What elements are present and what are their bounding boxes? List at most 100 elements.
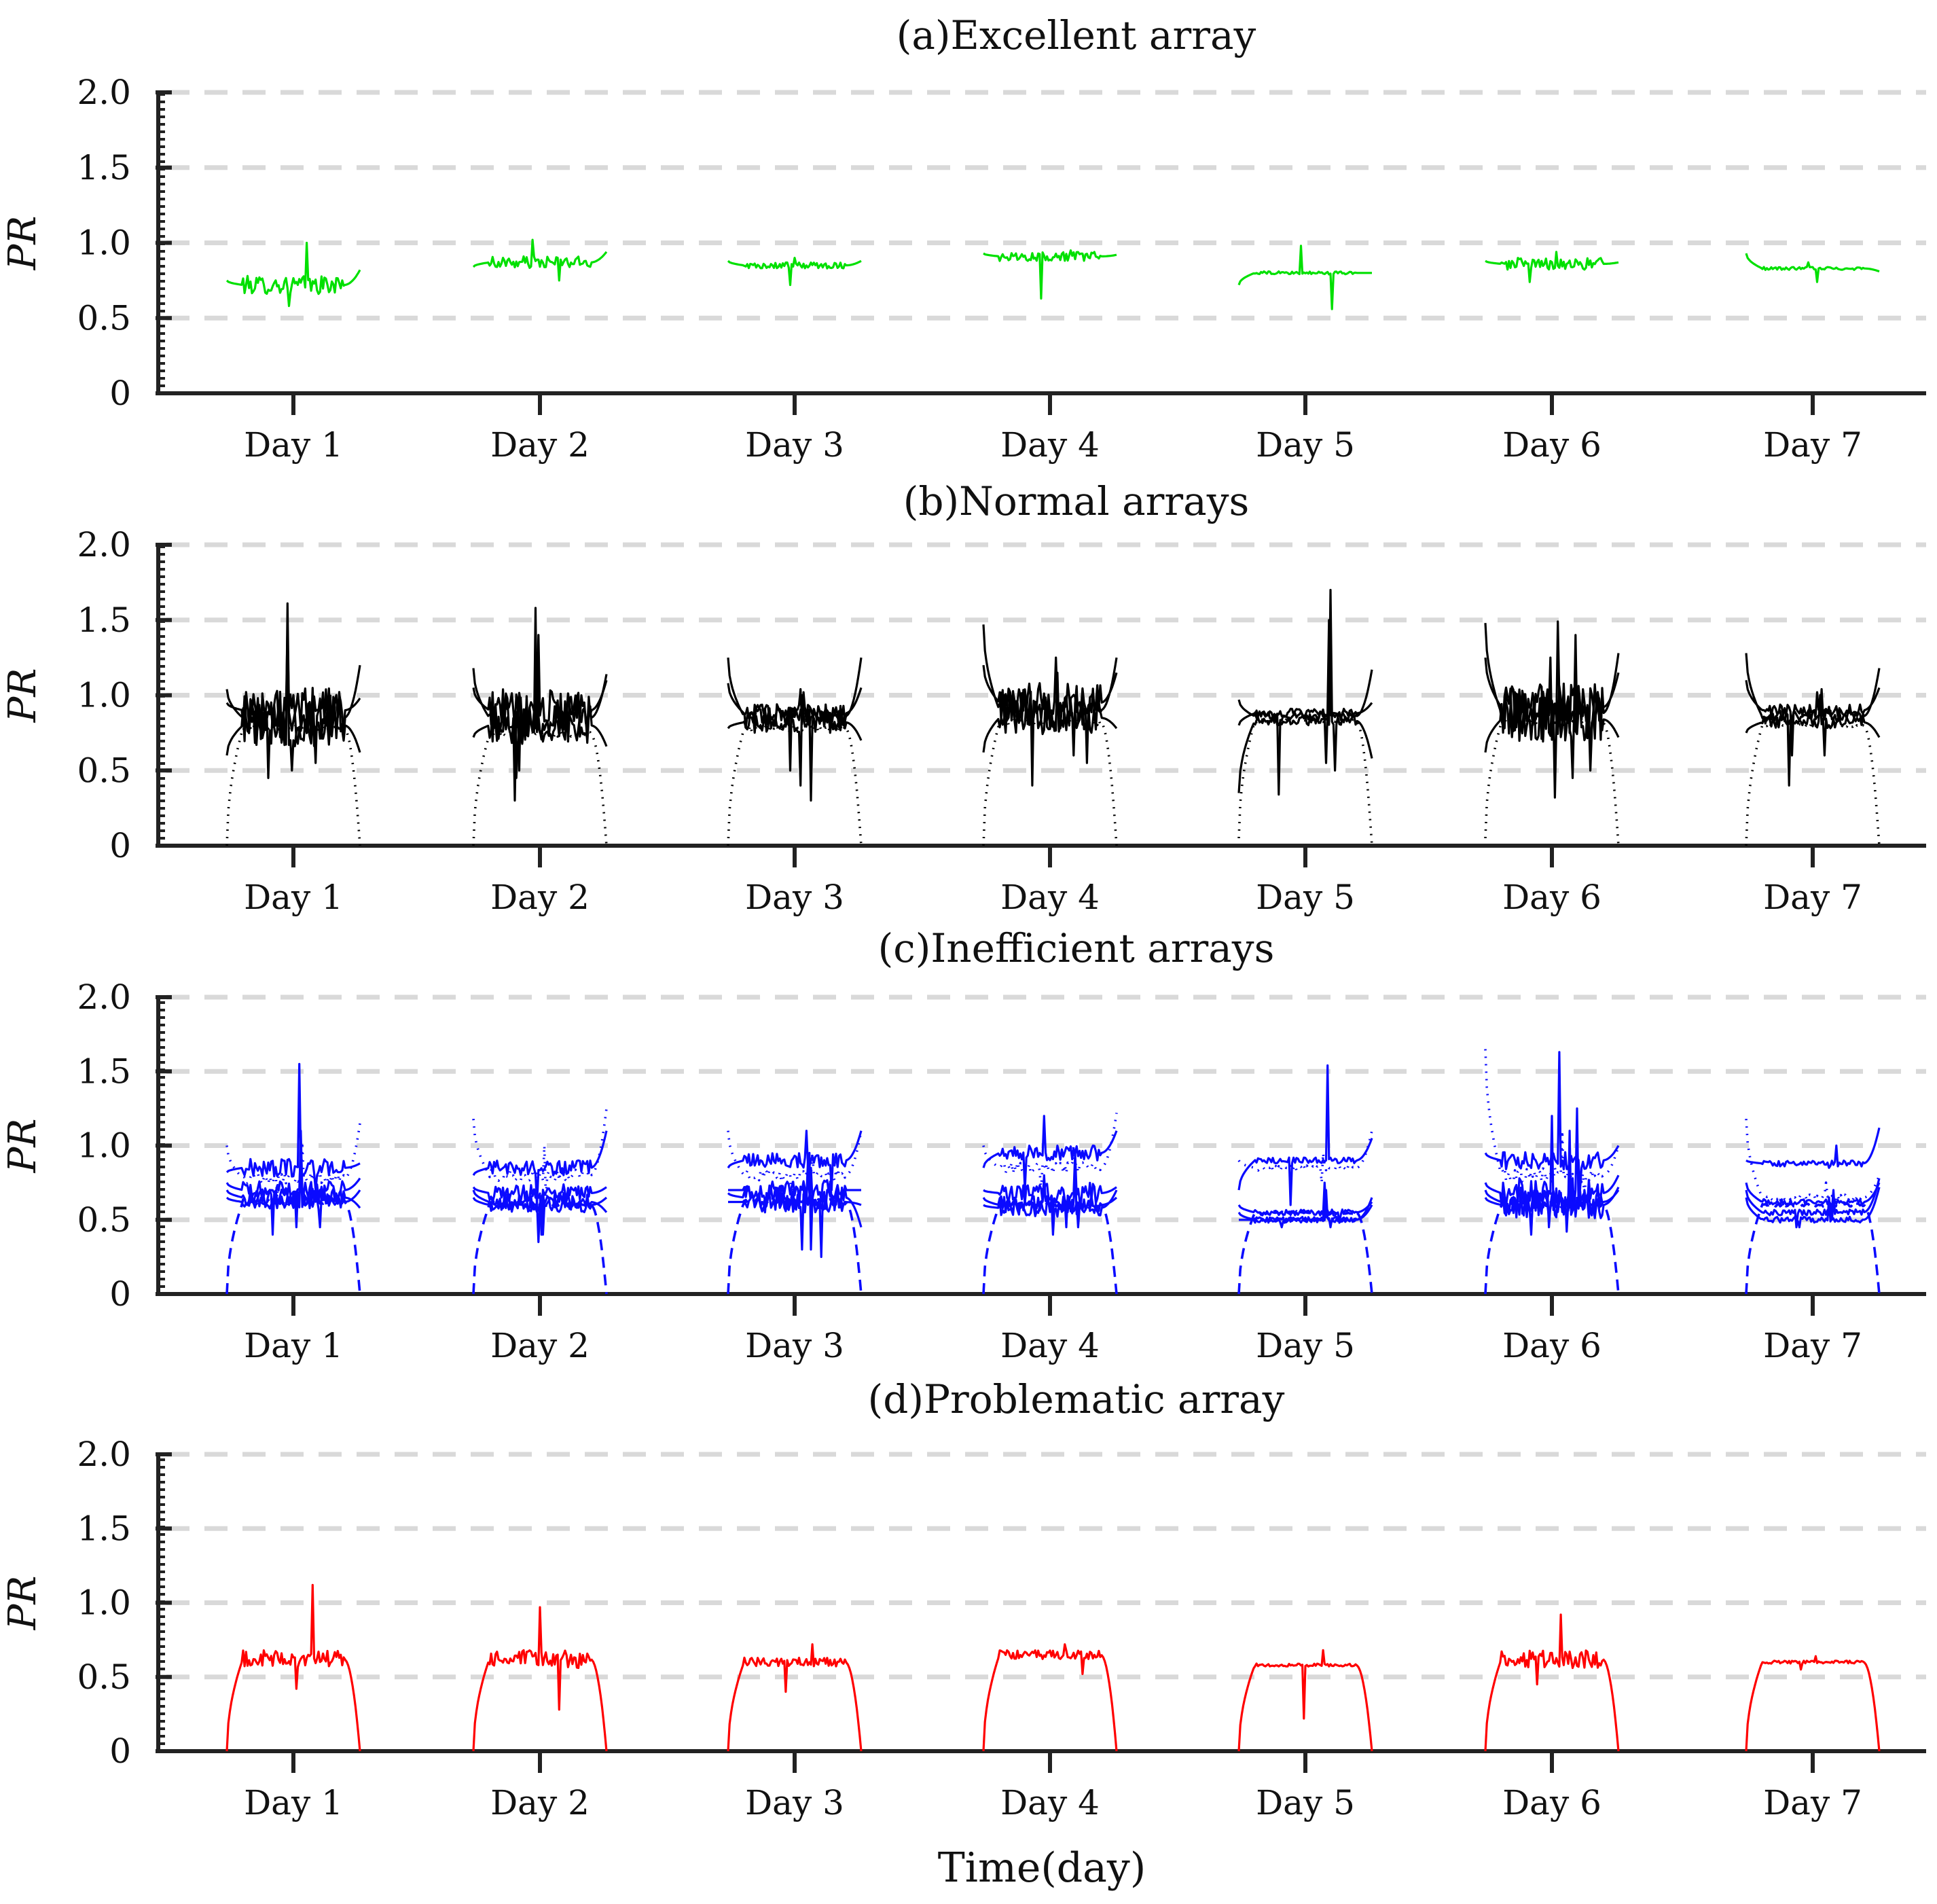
y-tick-label: 1.5 [77,600,131,640]
x-tick-label: Day 6 [1502,1783,1601,1822]
series-1-day-4 [982,1115,1118,1191]
x-axis-title: Time(day) [938,1844,1146,1892]
series-4-day-3 [727,724,863,846]
y-tick-label: 1.0 [77,1583,131,1623]
x-tick-label: Day 6 [1502,878,1601,917]
y-tick-label: 0 [109,374,131,413]
series-6-day-6 [1484,1200,1620,1295]
series-2-day-3 [727,694,863,787]
x-tick-label: Day 7 [1763,425,1862,465]
y-tick-label: 0 [109,1274,131,1314]
series-1-day-4 [983,249,1117,300]
y-tick-label: 0.5 [77,298,131,338]
series-6-day-4 [982,1200,1118,1295]
series-4-day-7 [1745,722,1881,846]
series-1-day-2 [472,238,608,282]
y-axis-label: PR [1,1576,45,1631]
panel-3: (c)Inefficient arrays 0 0.5 1.0 1.5 2.0 Day 1 D… [1,925,1926,1365]
series-1-day-6 [1484,1613,1620,1752]
series-5-day-6 [1484,1049,1620,1199]
y-tick-label: 1.5 [77,148,131,187]
series-6-day-7 [1745,1202,1881,1295]
series-4-day-2 [472,730,608,846]
x-tick-label: Day 3 [745,425,844,465]
series-4-day-5 [1237,718,1373,846]
y-tick-label: 0 [109,826,131,865]
panel-4: (d)Problematic array 0 0.5 1.0 1.5 2.0 Day 1 Da… [1,1376,1926,1822]
series-1-day-1 [225,1583,361,1752]
series-1-day-7 [1745,1127,1881,1169]
panel-title: (c)Inefficient arrays [878,925,1275,971]
x-tick-label: Day 4 [1000,425,1100,465]
x-tick-label: Day 2 [490,1326,590,1365]
series-5-day-1 [225,1123,361,1199]
x-tick-label: Day 3 [745,1783,844,1822]
series-3-day-2 [472,634,608,772]
y-tick-label: 0 [109,1731,131,1771]
x-tick-label: Day 3 [745,878,844,917]
series-1-day-3 [727,257,862,287]
y-tick-label: 2.0 [77,525,131,564]
series-2-day-5 [1237,641,1373,793]
x-tick-label: Day 4 [1000,878,1100,917]
x-tick-label: Day 1 [244,1326,343,1365]
y-tick-label: 1.0 [77,1126,131,1166]
x-tick-label: Day 2 [490,878,590,917]
series-2-day-7 [1745,694,1881,757]
series-1-day-4 [982,1643,1118,1752]
series-5-day-5 [1237,1130,1373,1184]
series-1-day-5 [1237,245,1372,310]
series-3-day-1 [225,626,361,764]
y-tick-label: 1.5 [77,1509,131,1548]
series-3-day-6 [1484,634,1620,772]
series-1-day-7 [1745,1655,1881,1752]
series-2-day-6 [1484,656,1620,779]
x-tick-label: Day 3 [745,1326,844,1365]
series-4-day-4 [982,718,1118,846]
x-tick-label: Day 7 [1763,1783,1862,1822]
series-3-day-4 [983,1151,1117,1229]
series-4-day-3 [728,1166,862,1251]
series-1-day-1 [225,1062,361,1191]
y-axis-label: PR [1,1119,45,1174]
series-1-day-3 [727,1643,863,1752]
x-tick-label: Day 1 [244,1783,343,1822]
x-tick-label: Day 5 [1256,1326,1355,1365]
x-tick-label: Day 2 [490,425,590,465]
series-2-day-1 [225,649,361,772]
series-1-day-5 [1237,1649,1373,1752]
series-1-day-3 [727,1130,863,1191]
series-3-day-2 [472,1183,607,1236]
series-2-day-1 [225,1144,361,1236]
x-tick-label: Day 4 [1000,1783,1100,1822]
panel-title: (a)Excellent array [897,12,1256,58]
y-tick-label: 1.0 [77,676,131,715]
series-6-day-1 [225,1198,361,1295]
x-tick-label: Day 6 [1502,1326,1601,1365]
series-3-day-3 [727,683,863,772]
series-4-day-5 [1239,1189,1373,1229]
series-5-day-7 [1745,1119,1881,1214]
y-tick-label: 2.0 [77,1435,131,1474]
series-1-day-1 [225,241,361,308]
series-2-day-6 [1484,1115,1620,1236]
x-tick-label: Day 4 [1000,1326,1100,1365]
series-4-day-1 [225,1151,361,1229]
series-3-day-4 [982,656,1118,757]
series-2-day-7 [1745,1178,1881,1229]
series-1-day-5 [1237,1064,1373,1206]
x-tick-label: Day 7 [1763,878,1862,917]
x-tick-label: Day 5 [1256,425,1355,465]
series-3-day-5 [1237,619,1373,764]
series-6-day-3 [727,1198,863,1295]
series-6-day-5 [1237,1209,1373,1295]
series-3-day-7 [1745,1182,1881,1221]
y-tick-label: 0.5 [77,1657,131,1697]
x-tick-label: Day 1 [244,425,343,465]
y-tick-label: 1.5 [77,1052,131,1091]
panel-title: (b)Normal arrays [903,478,1249,524]
series-4-day-7 [1745,1187,1881,1229]
x-tick-label: Day 1 [244,878,343,917]
y-tick-label: 0.5 [77,1200,131,1240]
